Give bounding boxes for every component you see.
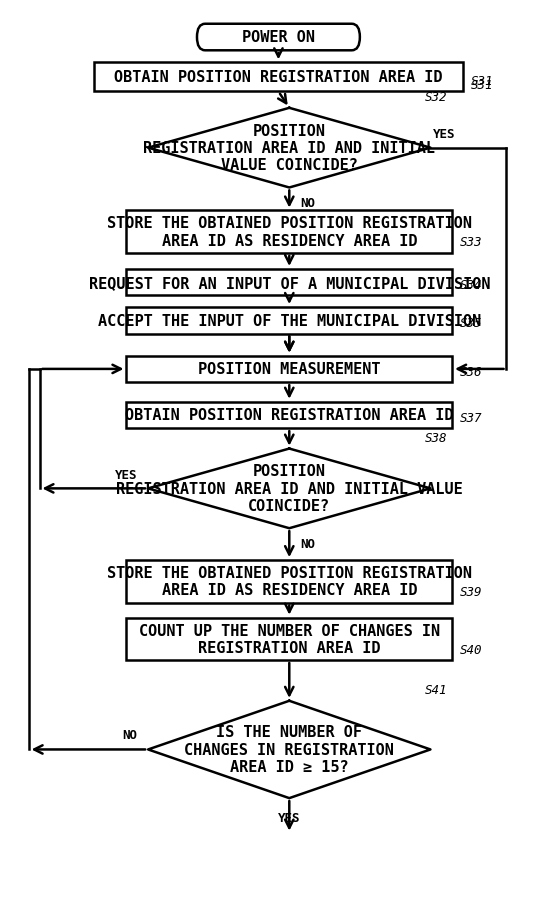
Text: S31: S31: [470, 75, 493, 88]
FancyBboxPatch shape: [126, 618, 451, 660]
Text: S31: S31: [470, 79, 493, 92]
Text: S40: S40: [460, 643, 482, 656]
FancyBboxPatch shape: [126, 560, 451, 603]
Text: STORE THE OBTAINED POSITION REGISTRATION
AREA ID AS RESIDENCY AREA ID: STORE THE OBTAINED POSITION REGISTRATION…: [107, 566, 471, 598]
FancyBboxPatch shape: [126, 402, 451, 428]
Text: ACCEPT THE INPUT OF THE MUNICIPAL DIVISION: ACCEPT THE INPUT OF THE MUNICIPAL DIVISI…: [97, 313, 480, 329]
Text: STORE THE OBTAINED POSITION REGISTRATION
AREA ID AS RESIDENCY AREA ID: STORE THE OBTAINED POSITION REGISTRATION…: [107, 216, 471, 249]
Text: YES: YES: [115, 469, 137, 481]
FancyBboxPatch shape: [126, 307, 451, 334]
Text: S35: S35: [460, 317, 482, 330]
Text: S37: S37: [460, 411, 482, 424]
Text: OBTAIN POSITION REGISTRATION AREA ID: OBTAIN POSITION REGISTRATION AREA ID: [125, 408, 453, 423]
Text: YES: YES: [433, 128, 455, 141]
Text: S38: S38: [424, 432, 447, 445]
Text: S36: S36: [460, 365, 482, 378]
Text: OBTAIN POSITION REGISTRATION AREA ID: OBTAIN POSITION REGISTRATION AREA ID: [114, 70, 442, 85]
FancyBboxPatch shape: [126, 211, 451, 253]
FancyBboxPatch shape: [93, 63, 463, 92]
Text: POSITION
REGISTRATION AREA ID AND INITIAL VALUE
COINCIDE?: POSITION REGISTRATION AREA ID AND INITIA…: [116, 464, 462, 514]
Text: NO: NO: [300, 197, 315, 210]
Text: POSITION MEASUREMENT: POSITION MEASUREMENT: [198, 362, 380, 377]
Text: POSITION
REGISTRATION AREA ID AND INITIAL
VALUE COINCIDE?: POSITION REGISTRATION AREA ID AND INITIA…: [143, 124, 435, 173]
FancyBboxPatch shape: [126, 269, 451, 296]
FancyBboxPatch shape: [197, 24, 359, 51]
Text: POWER ON: POWER ON: [241, 31, 315, 46]
Text: S39: S39: [460, 585, 482, 598]
Text: S34: S34: [460, 278, 482, 292]
Text: S41: S41: [424, 683, 447, 697]
Text: YES: YES: [277, 812, 300, 824]
Text: NO: NO: [300, 537, 315, 550]
Text: S32: S32: [424, 92, 447, 104]
FancyBboxPatch shape: [126, 357, 451, 383]
Text: S33: S33: [460, 236, 482, 249]
Text: COUNT UP THE NUMBER OF CHANGES IN
REGISTRATION AREA ID: COUNT UP THE NUMBER OF CHANGES IN REGIST…: [138, 623, 439, 656]
Text: NO: NO: [122, 727, 137, 741]
Text: IS THE NUMBER OF
CHANGES IN REGISTRATION
AREA ID ≥ 15?: IS THE NUMBER OF CHANGES IN REGISTRATION…: [184, 725, 394, 774]
Text: REQUEST FOR AN INPUT OF A MUNICIPAL DIVISION: REQUEST FOR AN INPUT OF A MUNICIPAL DIVI…: [88, 276, 489, 290]
